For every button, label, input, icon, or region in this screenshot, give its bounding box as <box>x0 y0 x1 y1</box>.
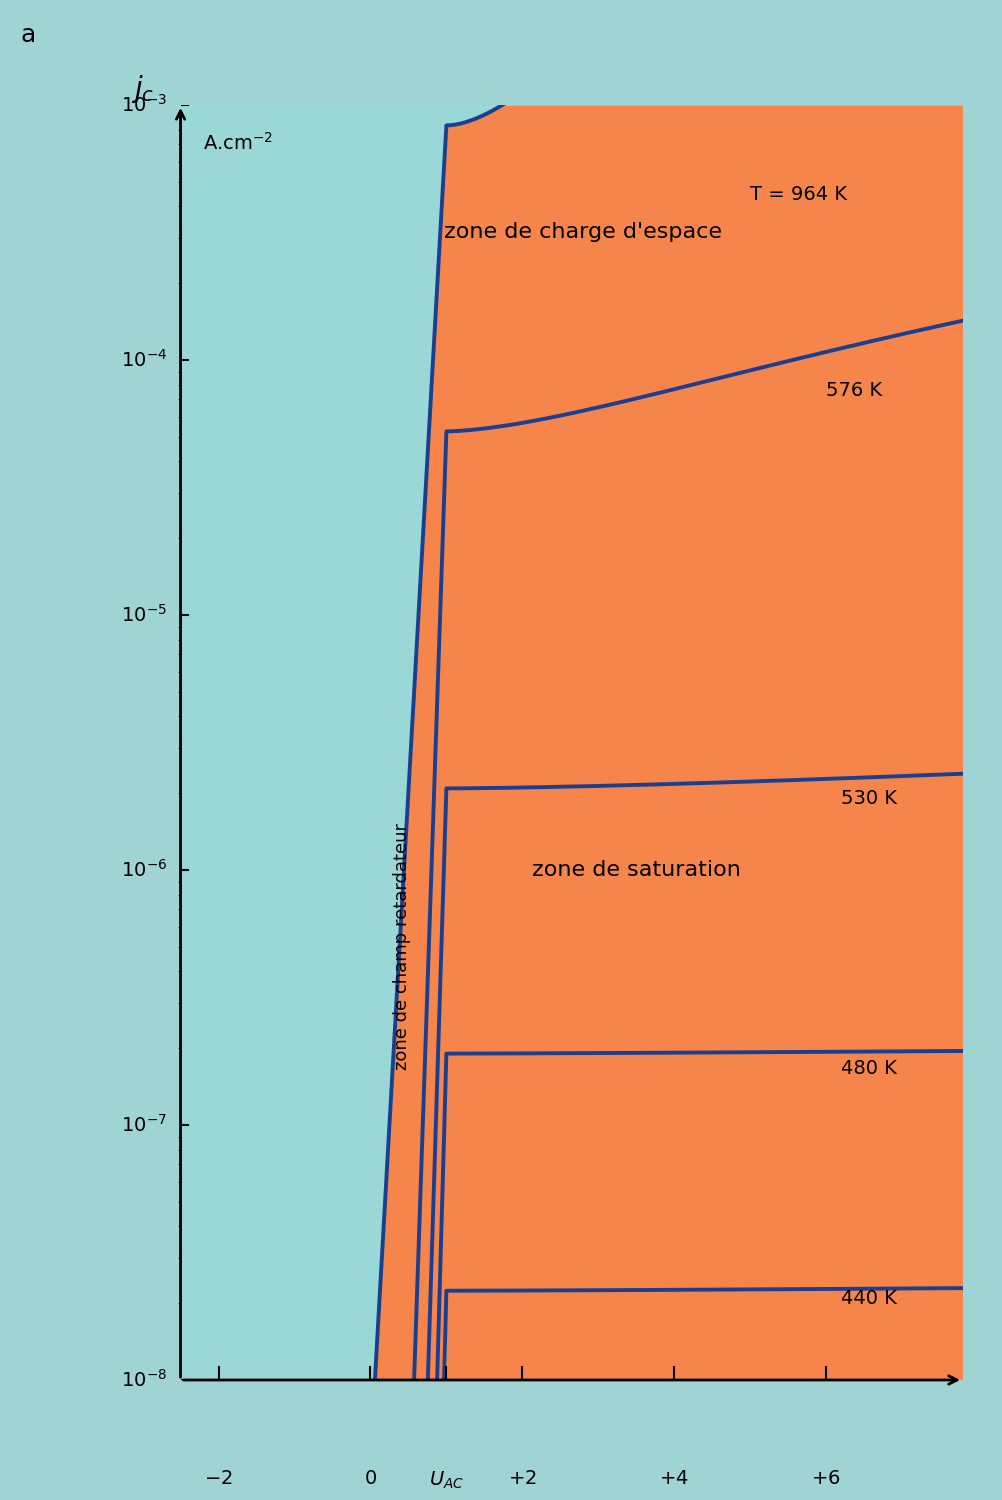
Text: $10^{-6}$: $10^{-6}$ <box>120 859 166 880</box>
Text: zone de charge d'espace: zone de charge d'espace <box>444 222 721 243</box>
Text: T = 964 K: T = 964 K <box>749 184 847 204</box>
Text: a: a <box>20 22 35 46</box>
Text: $10^{-4}$: $10^{-4}$ <box>120 350 166 370</box>
Text: $+2$: $+2$ <box>507 1470 536 1488</box>
Text: 576 K: 576 K <box>826 381 882 400</box>
Text: 440 K: 440 K <box>841 1288 897 1308</box>
Text: A.cm$^{-2}$: A.cm$^{-2}$ <box>203 132 274 154</box>
Text: $10^{-8}$: $10^{-8}$ <box>120 1370 166 1390</box>
Text: 530 K: 530 K <box>841 789 897 808</box>
Text: zone de champ retardateur: zone de champ retardateur <box>393 824 411 1070</box>
Text: $j_c$: $j_c$ <box>131 74 154 105</box>
Text: 480 K: 480 K <box>841 1059 897 1078</box>
Text: zone de saturation: zone de saturation <box>531 859 739 880</box>
Text: $0$: $0$ <box>364 1470 377 1488</box>
Text: $-2$: $-2$ <box>204 1470 232 1488</box>
Text: $10^{-3}$: $10^{-3}$ <box>121 94 166 116</box>
Text: $+4$: $+4$ <box>658 1470 688 1488</box>
Text: $10^{-7}$: $10^{-7}$ <box>121 1114 166 1136</box>
Text: $U_{AC}$: $U_{AC}$ <box>429 1470 464 1491</box>
Text: $10^{-5}$: $10^{-5}$ <box>121 604 166 625</box>
Text: $+6$: $+6$ <box>811 1470 840 1488</box>
